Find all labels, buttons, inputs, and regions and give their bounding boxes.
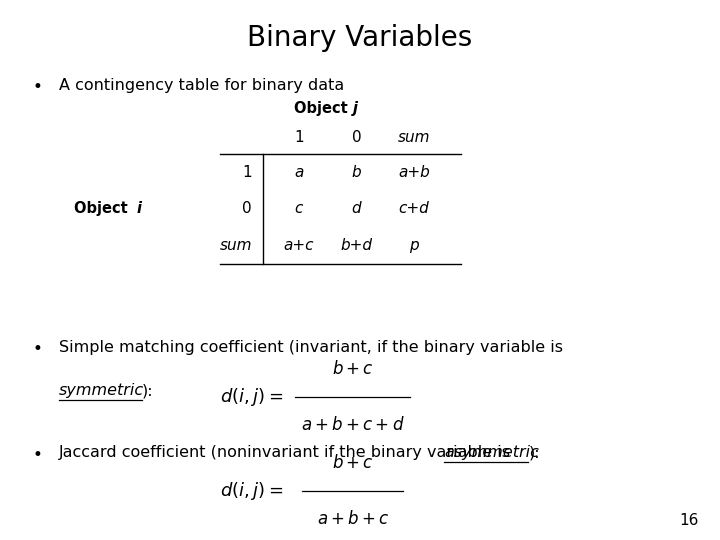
Text: a: a [294, 165, 304, 180]
Text: i: i [137, 201, 142, 217]
Text: $a+b+c+d$: $a+b+c+d$ [301, 416, 405, 434]
Text: b: b [351, 165, 361, 180]
Text: ):: ): [142, 383, 153, 399]
Text: •: • [32, 446, 42, 463]
Text: 1: 1 [243, 165, 252, 180]
Text: $b+c$: $b+c$ [332, 360, 374, 378]
Text: $a+b+c$: $a+b+c$ [317, 510, 389, 528]
Text: •: • [32, 340, 42, 358]
Text: sum: sum [220, 238, 252, 253]
Text: 1: 1 [294, 130, 304, 145]
Text: Object: Object [74, 201, 133, 217]
Text: j: j [353, 101, 358, 116]
Text: Binary Variables: Binary Variables [248, 24, 472, 52]
Text: ):: ): [528, 446, 540, 461]
Text: c: c [294, 201, 303, 217]
Text: A contingency table for binary data: A contingency table for binary data [59, 78, 344, 93]
Text: d: d [351, 201, 361, 217]
Text: $d(i,j)=$: $d(i,j)=$ [220, 386, 283, 408]
Text: Simple matching coefficient (invariant, if the binary variable is: Simple matching coefficient (invariant, … [59, 340, 563, 355]
Text: symmetric: symmetric [59, 383, 144, 399]
Text: 16: 16 [679, 513, 698, 528]
Text: p: p [409, 238, 419, 253]
Text: a+b: a+b [398, 165, 430, 180]
Text: Jaccard coefficient (noninvariant if the binary variable is: Jaccard coefficient (noninvariant if the… [59, 446, 516, 461]
Text: a+c: a+c [284, 238, 314, 253]
Text: •: • [32, 78, 42, 96]
Text: sum: sum [397, 130, 431, 145]
Text: Object: Object [294, 101, 353, 116]
Text: $b+c$: $b+c$ [332, 455, 374, 472]
Text: $d(i,j)=$: $d(i,j)=$ [220, 481, 283, 502]
Text: asymmetric: asymmetric [444, 446, 539, 461]
Text: 0: 0 [351, 130, 361, 145]
Text: b+d: b+d [341, 238, 372, 253]
Text: 0: 0 [243, 201, 252, 217]
Text: c+d: c+d [399, 201, 429, 217]
